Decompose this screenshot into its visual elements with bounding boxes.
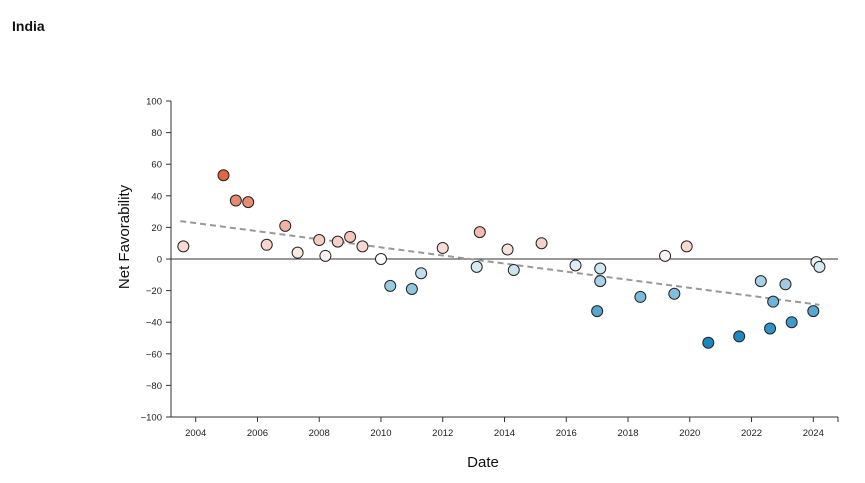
data-point <box>680 240 693 253</box>
y-tick-label: 60 <box>151 160 162 171</box>
data-point <box>470 260 483 273</box>
data-point <box>242 196 255 209</box>
data-point <box>785 316 798 329</box>
data-point <box>331 235 344 248</box>
y-tick-label: 20 <box>151 223 162 234</box>
data-point <box>594 275 607 288</box>
x-tick-label: 2018 <box>617 428 638 439</box>
x-tick-label: 2006 <box>247 428 268 439</box>
data-point <box>405 283 418 296</box>
data-point <box>733 330 746 343</box>
y-tick-label: −60 <box>146 349 162 360</box>
x-tick-label: 2016 <box>556 428 577 439</box>
data-point <box>659 249 672 262</box>
trendline-layer <box>180 220 820 306</box>
page-title: India <box>12 18 45 34</box>
data-point <box>767 295 780 308</box>
data-point <box>356 240 369 253</box>
data-point <box>807 305 820 318</box>
trendline <box>180 220 820 306</box>
y-axis-title: Net Favorability <box>116 184 133 289</box>
data-point <box>569 259 582 272</box>
data-point <box>779 278 792 291</box>
data-point <box>291 246 304 259</box>
x-axis-title: Date <box>467 454 499 471</box>
data-point <box>217 169 230 182</box>
y-tick-label: 100 <box>146 97 162 108</box>
data-point <box>260 238 273 251</box>
y-tick-label: −80 <box>146 381 162 392</box>
data-point <box>319 249 332 262</box>
data-point <box>473 226 486 239</box>
data-point <box>313 234 326 247</box>
data-point <box>436 241 449 254</box>
x-tick-label: 2012 <box>432 428 453 439</box>
data-point <box>535 237 548 250</box>
data-point <box>501 243 514 256</box>
x-tick-label: 2008 <box>309 428 330 439</box>
data-point <box>634 290 647 303</box>
axes: 100 80 60 40 20 0 −20 −40 −60 −80 −100 2004 2006 2008… <box>141 97 839 439</box>
y-tick-label: 80 <box>151 128 162 139</box>
x-tick-label: 2010 <box>370 428 391 439</box>
y-tick-label: −20 <box>146 286 162 297</box>
data-point <box>177 240 190 253</box>
y-tick-label: −40 <box>146 318 162 329</box>
data-point <box>229 194 242 207</box>
y-tick-label: 0 <box>157 255 162 266</box>
y-tick-label: −100 <box>141 413 162 424</box>
data-point <box>591 305 604 318</box>
data-point <box>415 267 428 280</box>
data-point <box>764 322 777 335</box>
data-point <box>279 219 292 232</box>
data-point <box>374 253 387 265</box>
y-tick-label: 40 <box>151 191 162 202</box>
data-point <box>344 230 357 243</box>
x-tick-label: 2020 <box>679 428 700 439</box>
x-tick-label: 2024 <box>803 428 824 439</box>
x-tick-label: 2014 <box>494 428 515 439</box>
data-point <box>384 279 397 292</box>
data-point <box>594 262 607 275</box>
data-point <box>754 275 767 288</box>
data-point <box>507 264 520 277</box>
data-point <box>702 336 715 349</box>
x-tick-label: 2004 <box>185 428 206 439</box>
x-tick-label: 2022 <box>741 428 762 439</box>
data-point <box>668 287 681 300</box>
data-point <box>813 260 826 273</box>
points-layer <box>177 169 826 349</box>
